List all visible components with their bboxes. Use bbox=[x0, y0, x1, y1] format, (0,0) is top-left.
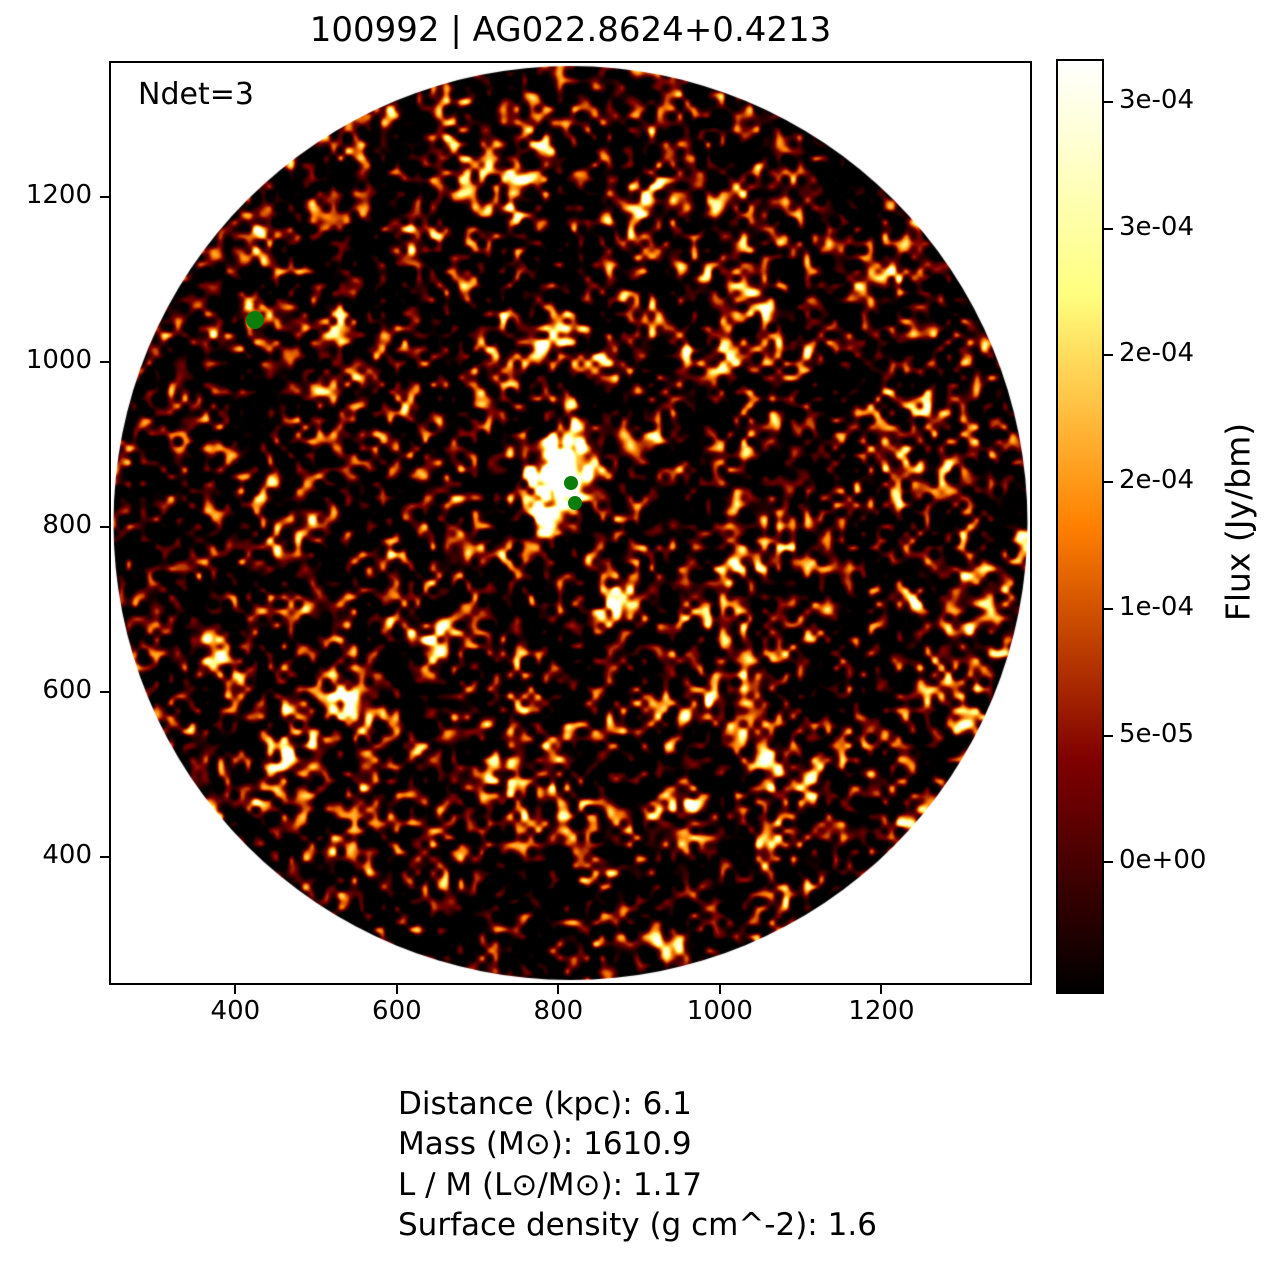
x-tick-label: 1000 bbox=[686, 996, 753, 1026]
stat-mass: Mass (M⊙): 1610.9 bbox=[398, 1126, 692, 1163]
stats-footer: Distance (kpc): 6.1 Mass (M⊙): 1610.9 L … bbox=[398, 1084, 877, 1245]
colorbar-tick-label: 3e-04 bbox=[1119, 85, 1195, 116]
colorbar-tick-mark bbox=[1104, 861, 1113, 864]
y-tick-mark bbox=[100, 360, 109, 363]
colorbar-tick-mark bbox=[1104, 607, 1113, 610]
colorbar-gradient bbox=[1058, 61, 1102, 992]
y-tick-label: 800 bbox=[42, 509, 92, 540]
y-tick-label: 1000 bbox=[25, 344, 92, 375]
colorbar bbox=[1056, 59, 1104, 994]
x-tick-label: 800 bbox=[533, 996, 584, 1026]
y-tick-mark bbox=[100, 525, 109, 528]
stat-surface-density: Surface density (g cm^-2): 1.6 bbox=[398, 1206, 877, 1243]
colorbar-tick-mark bbox=[1104, 734, 1113, 737]
colorbar-tick-label: 2e-04 bbox=[1119, 465, 1195, 496]
detection-marker bbox=[567, 495, 582, 510]
x-tick-label: 1200 bbox=[848, 996, 915, 1026]
detection-marker bbox=[245, 310, 264, 329]
y-tick-mark bbox=[100, 195, 109, 198]
x-tick-mark bbox=[395, 985, 398, 994]
figure-title: 100992 | AG022.8624+0.4213 bbox=[309, 10, 832, 50]
plot-area: Ndet=3 bbox=[109, 61, 1032, 985]
x-tick-mark bbox=[718, 985, 721, 994]
stat-l-over-m: L / M (L⊙/M⊙): 1.17 bbox=[398, 1166, 702, 1203]
x-tick-mark bbox=[234, 985, 237, 994]
colorbar-tick-label: 2e-04 bbox=[1119, 338, 1195, 369]
colorbar-tick-mark bbox=[1104, 227, 1113, 230]
x-tick-mark bbox=[557, 985, 560, 994]
flux-map-canvas bbox=[111, 63, 1030, 983]
stat-distance: Distance (kpc): 6.1 bbox=[398, 1086, 692, 1122]
colorbar-axis-label: Flux (Jy/bm) bbox=[1218, 422, 1258, 622]
ndet-annotation: Ndet=3 bbox=[138, 77, 254, 112]
colorbar-tick-label: 5e-05 bbox=[1119, 718, 1195, 749]
colorbar-tick-mark bbox=[1104, 101, 1113, 104]
y-tick-label: 400 bbox=[42, 839, 92, 870]
y-tick-label: 600 bbox=[42, 674, 92, 705]
detection-marker bbox=[563, 475, 578, 490]
colorbar-tick-label: 3e-04 bbox=[1119, 211, 1195, 242]
x-tick-label: 600 bbox=[372, 996, 422, 1026]
x-tick-mark bbox=[880, 985, 883, 994]
colorbar-tick-mark bbox=[1104, 354, 1113, 357]
colorbar-tick-mark bbox=[1104, 481, 1113, 484]
colorbar-tick-label: 1e-04 bbox=[1119, 591, 1195, 622]
x-tick-label: 400 bbox=[210, 996, 261, 1026]
y-tick-label: 1200 bbox=[25, 179, 92, 210]
y-tick-mark bbox=[100, 855, 109, 858]
y-tick-mark bbox=[100, 690, 109, 693]
colorbar-tick-label: 0e+00 bbox=[1119, 845, 1207, 876]
